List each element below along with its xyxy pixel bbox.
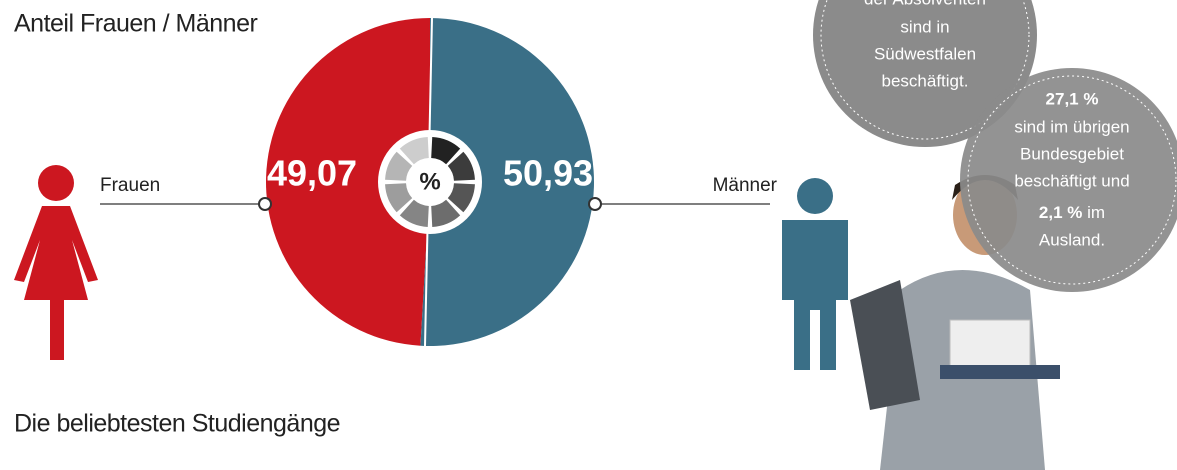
section-title: Die beliebtesten Studiengänge (14, 410, 340, 438)
woman-icon (14, 165, 98, 360)
value-label: 50,93 (503, 153, 593, 194)
category-label: Männer (713, 175, 778, 196)
bubble-text: Südwestfalen (874, 44, 976, 63)
center-label: % (419, 168, 440, 195)
leader-dot (589, 198, 601, 210)
bubble-text: beschäftigt. (882, 71, 969, 90)
bubble-text: Bundesgebiet (1020, 144, 1124, 163)
bubble-text: sind in (900, 17, 949, 36)
value-label: 49,07 (267, 153, 357, 194)
man-icon (782, 178, 848, 370)
category-label: Frauen (100, 175, 160, 196)
pie: % 49,07 Frauen 50,93 Männer (100, 18, 778, 346)
bubble-text: der Absolventen (864, 0, 986, 8)
chart-title: Anteil Frauen / Männer (14, 10, 257, 38)
bubble-text: 27,1 % (1046, 89, 1099, 108)
bubble-text: Ausland. (1039, 230, 1105, 249)
bubble-text: 2,1 % im (1039, 203, 1105, 222)
bubble-text: beschäftigt und (1014, 171, 1129, 190)
bubble: 27,1 % sind im übrigen Bundesgebiet besc… (960, 68, 1177, 292)
bubble-text: sind im übrigen (1014, 117, 1129, 136)
leader-dot (259, 198, 271, 210)
bubble-text: im (1087, 203, 1105, 222)
infographic: Anteil Frauen / Männer Die beliebtesten … (0, 0, 1177, 470)
bubble-text-bold: 2,1 % (1039, 203, 1082, 222)
